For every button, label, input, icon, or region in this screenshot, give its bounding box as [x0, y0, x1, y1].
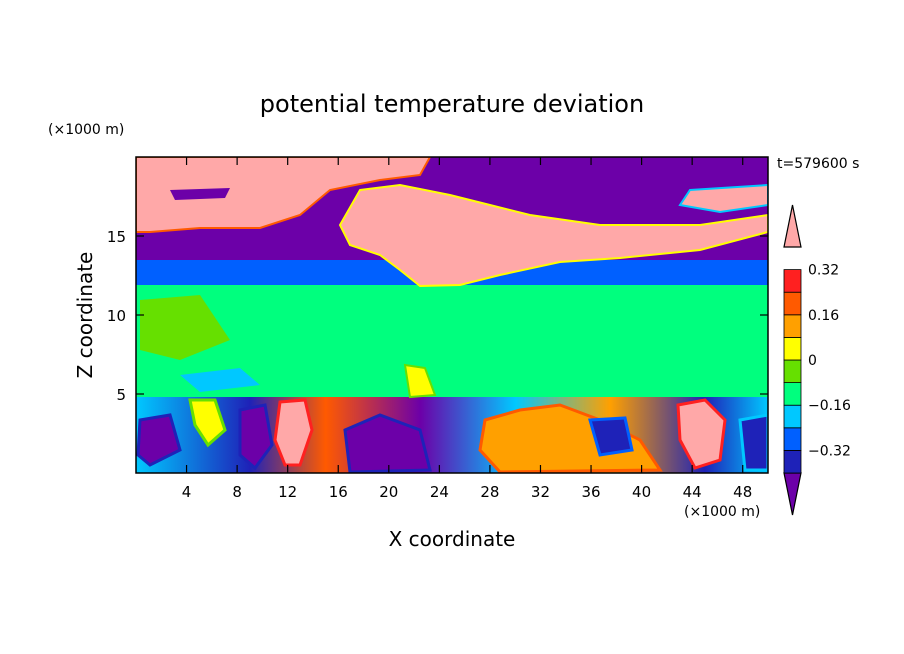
field-eddy-cold-4 — [343, 413, 432, 473]
colorbar-tick-label: −0.16 — [808, 398, 851, 414]
x-tick-label: 20 — [379, 483, 398, 501]
y-unit-label: (×1000 m) — [48, 122, 124, 138]
x-unit-label: (×1000 m) — [684, 504, 760, 520]
field-upper-cold-pocket — [170, 188, 230, 200]
field-eddy-warm-3 — [676, 398, 727, 470]
colorbar-swatch — [783, 336, 802, 361]
colorbar-tick-label: 0.32 — [808, 263, 839, 279]
field-mid-cold-blob — [180, 368, 260, 392]
y-tick-label: 10 — [107, 307, 126, 325]
x-tick-label: 4 — [182, 483, 192, 501]
time-label: t=579600 s — [777, 156, 859, 172]
field-upper-warm-band — [338, 183, 768, 288]
colorbar-swatch — [783, 269, 802, 293]
x-tick-label: 36 — [581, 483, 600, 501]
x-tick-label: 24 — [430, 483, 449, 501]
colorbar-swatch — [783, 404, 802, 429]
field-eddy-cold-5 — [738, 413, 768, 472]
x-tick-label: 28 — [480, 483, 499, 501]
field-mid-warm-blob-2 — [140, 295, 230, 360]
field-eddy-warm-1 — [273, 398, 314, 467]
field-upper-warm-lobe — [136, 157, 432, 233]
chart-title: potential temperature deviation — [260, 90, 644, 118]
colorbar-min-arrow — [783, 472, 802, 516]
field-plot — [136, 157, 768, 473]
field-mid-warm-blob-1 — [403, 363, 437, 399]
x-axis-label: X coordinate — [389, 527, 516, 551]
field-layer-boundary — [136, 397, 768, 473]
field-eddy-cold-2 — [136, 413, 182, 467]
colorbar-swatch — [783, 382, 802, 406]
colorbar-swatch — [783, 314, 802, 338]
x-tick-label: 44 — [683, 483, 702, 501]
y-axis: 5 10 15 — [107, 228, 768, 404]
x-tick-label: 16 — [329, 483, 348, 501]
x-tick-label: 48 — [733, 483, 752, 501]
x-axis: 4 8 12 16 20 24 28 32 36 40 44 48 — [182, 157, 752, 501]
field-eddy-warm-4 — [188, 398, 227, 448]
field-eddy-cold-1 — [238, 403, 274, 471]
y-axis-label: Z coordinate — [73, 252, 97, 379]
colorbar: 0.32 0.16 0 −0.16 −0.32 — [783, 204, 851, 516]
colorbar-tick-label: 0.16 — [808, 308, 839, 324]
colorbar-swatch — [783, 427, 802, 451]
x-tick-label: 32 — [531, 483, 550, 501]
colorbar-max-arrow — [783, 204, 802, 248]
y-tick-label: 5 — [116, 386, 126, 404]
colorbar-tick-label: 0 — [808, 353, 817, 369]
x-tick-label: 40 — [632, 483, 651, 501]
colorbar-swatch — [783, 449, 802, 474]
x-tick-label: 12 — [278, 483, 297, 501]
x-tick-label: 8 — [232, 483, 242, 501]
colorbar-swatch — [783, 291, 802, 316]
colorbar-swatch — [783, 359, 802, 384]
field-upper-warm-right — [678, 183, 768, 214]
colorbar-tick-label: −0.32 — [808, 443, 851, 459]
y-tick-label: 15 — [107, 228, 126, 246]
field-eddy-cold-3 — [588, 416, 634, 457]
field-eddy-warm-2 — [478, 403, 663, 473]
